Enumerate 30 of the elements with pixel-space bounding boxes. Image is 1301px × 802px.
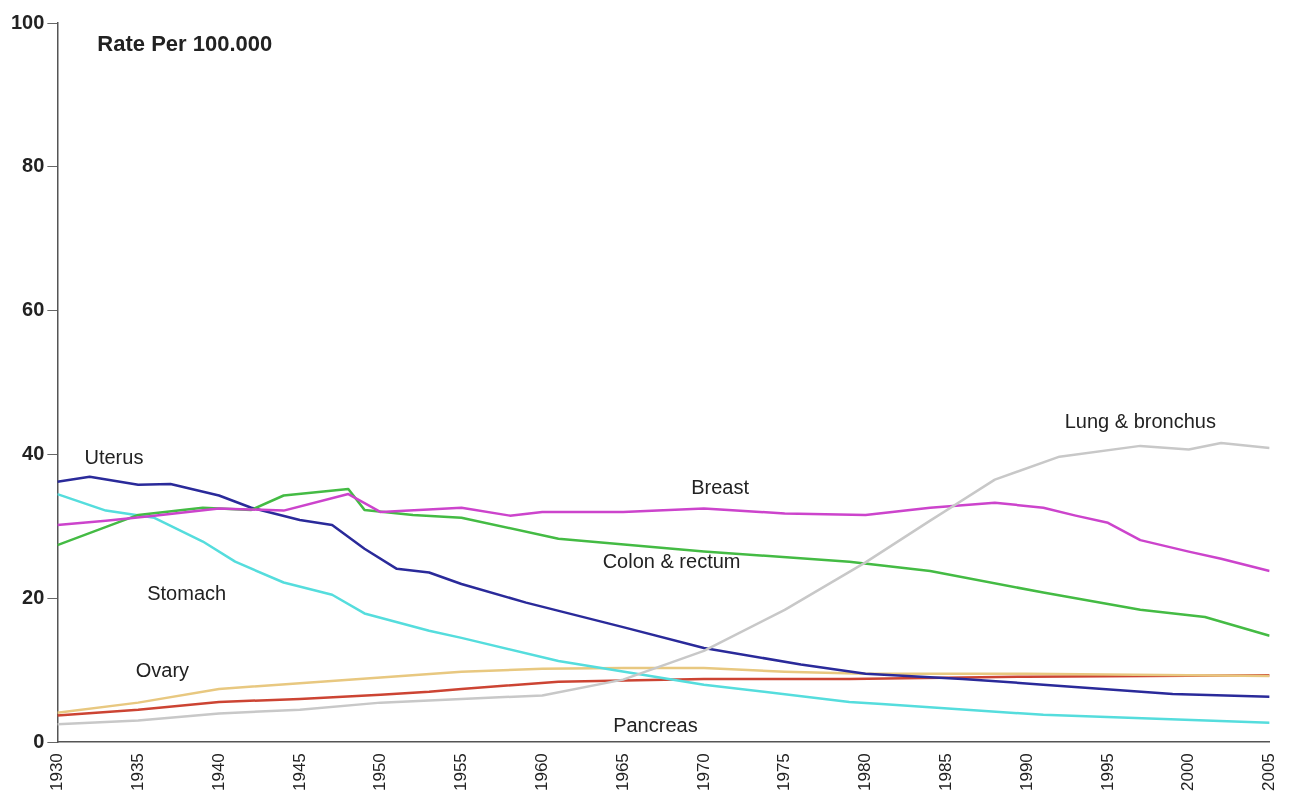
x-tick-label: 1960: [531, 753, 551, 792]
series-label: Pancreas: [613, 713, 698, 736]
x-tick-label: 1975: [774, 753, 794, 792]
x-tick-label: 1980: [855, 753, 875, 792]
x-tick-label: 1985: [936, 753, 956, 792]
y-tick-label: 60: [22, 298, 45, 321]
x-tick-label: 1965: [612, 753, 632, 792]
series-label: Stomach: [147, 582, 227, 605]
x-tick-label: 1935: [127, 753, 147, 792]
x-tick-label: 1990: [1016, 753, 1036, 792]
y-tick-label: 80: [22, 154, 45, 177]
y-tick-label: 40: [22, 442, 45, 465]
x-tick-label: 1970: [693, 753, 713, 792]
x-tick-label: 1945: [289, 753, 309, 792]
y-tick-label: 0: [33, 729, 45, 752]
x-tick-label: 1940: [208, 753, 228, 792]
series-label: Lung & bronchus: [1064, 409, 1216, 432]
series-label: Breast: [691, 475, 750, 498]
series-label: Ovary: [135, 659, 190, 682]
x-tick-label: 1955: [451, 753, 471, 792]
x-tick-label: 2000: [1178, 753, 1198, 792]
y-axis-title: Rate Per 100.000: [97, 31, 273, 57]
series-label: Uterus: [84, 445, 144, 468]
x-tick-label: 1930: [47, 753, 67, 792]
x-tick-label: 1950: [370, 753, 390, 792]
y-tick-label: 20: [22, 585, 45, 608]
series-label: Colon & rectum: [602, 549, 741, 572]
y-tick-label: 100: [10, 10, 45, 33]
x-tick-label: 1995: [1097, 753, 1117, 792]
x-tick-label: 2005: [1259, 753, 1279, 792]
